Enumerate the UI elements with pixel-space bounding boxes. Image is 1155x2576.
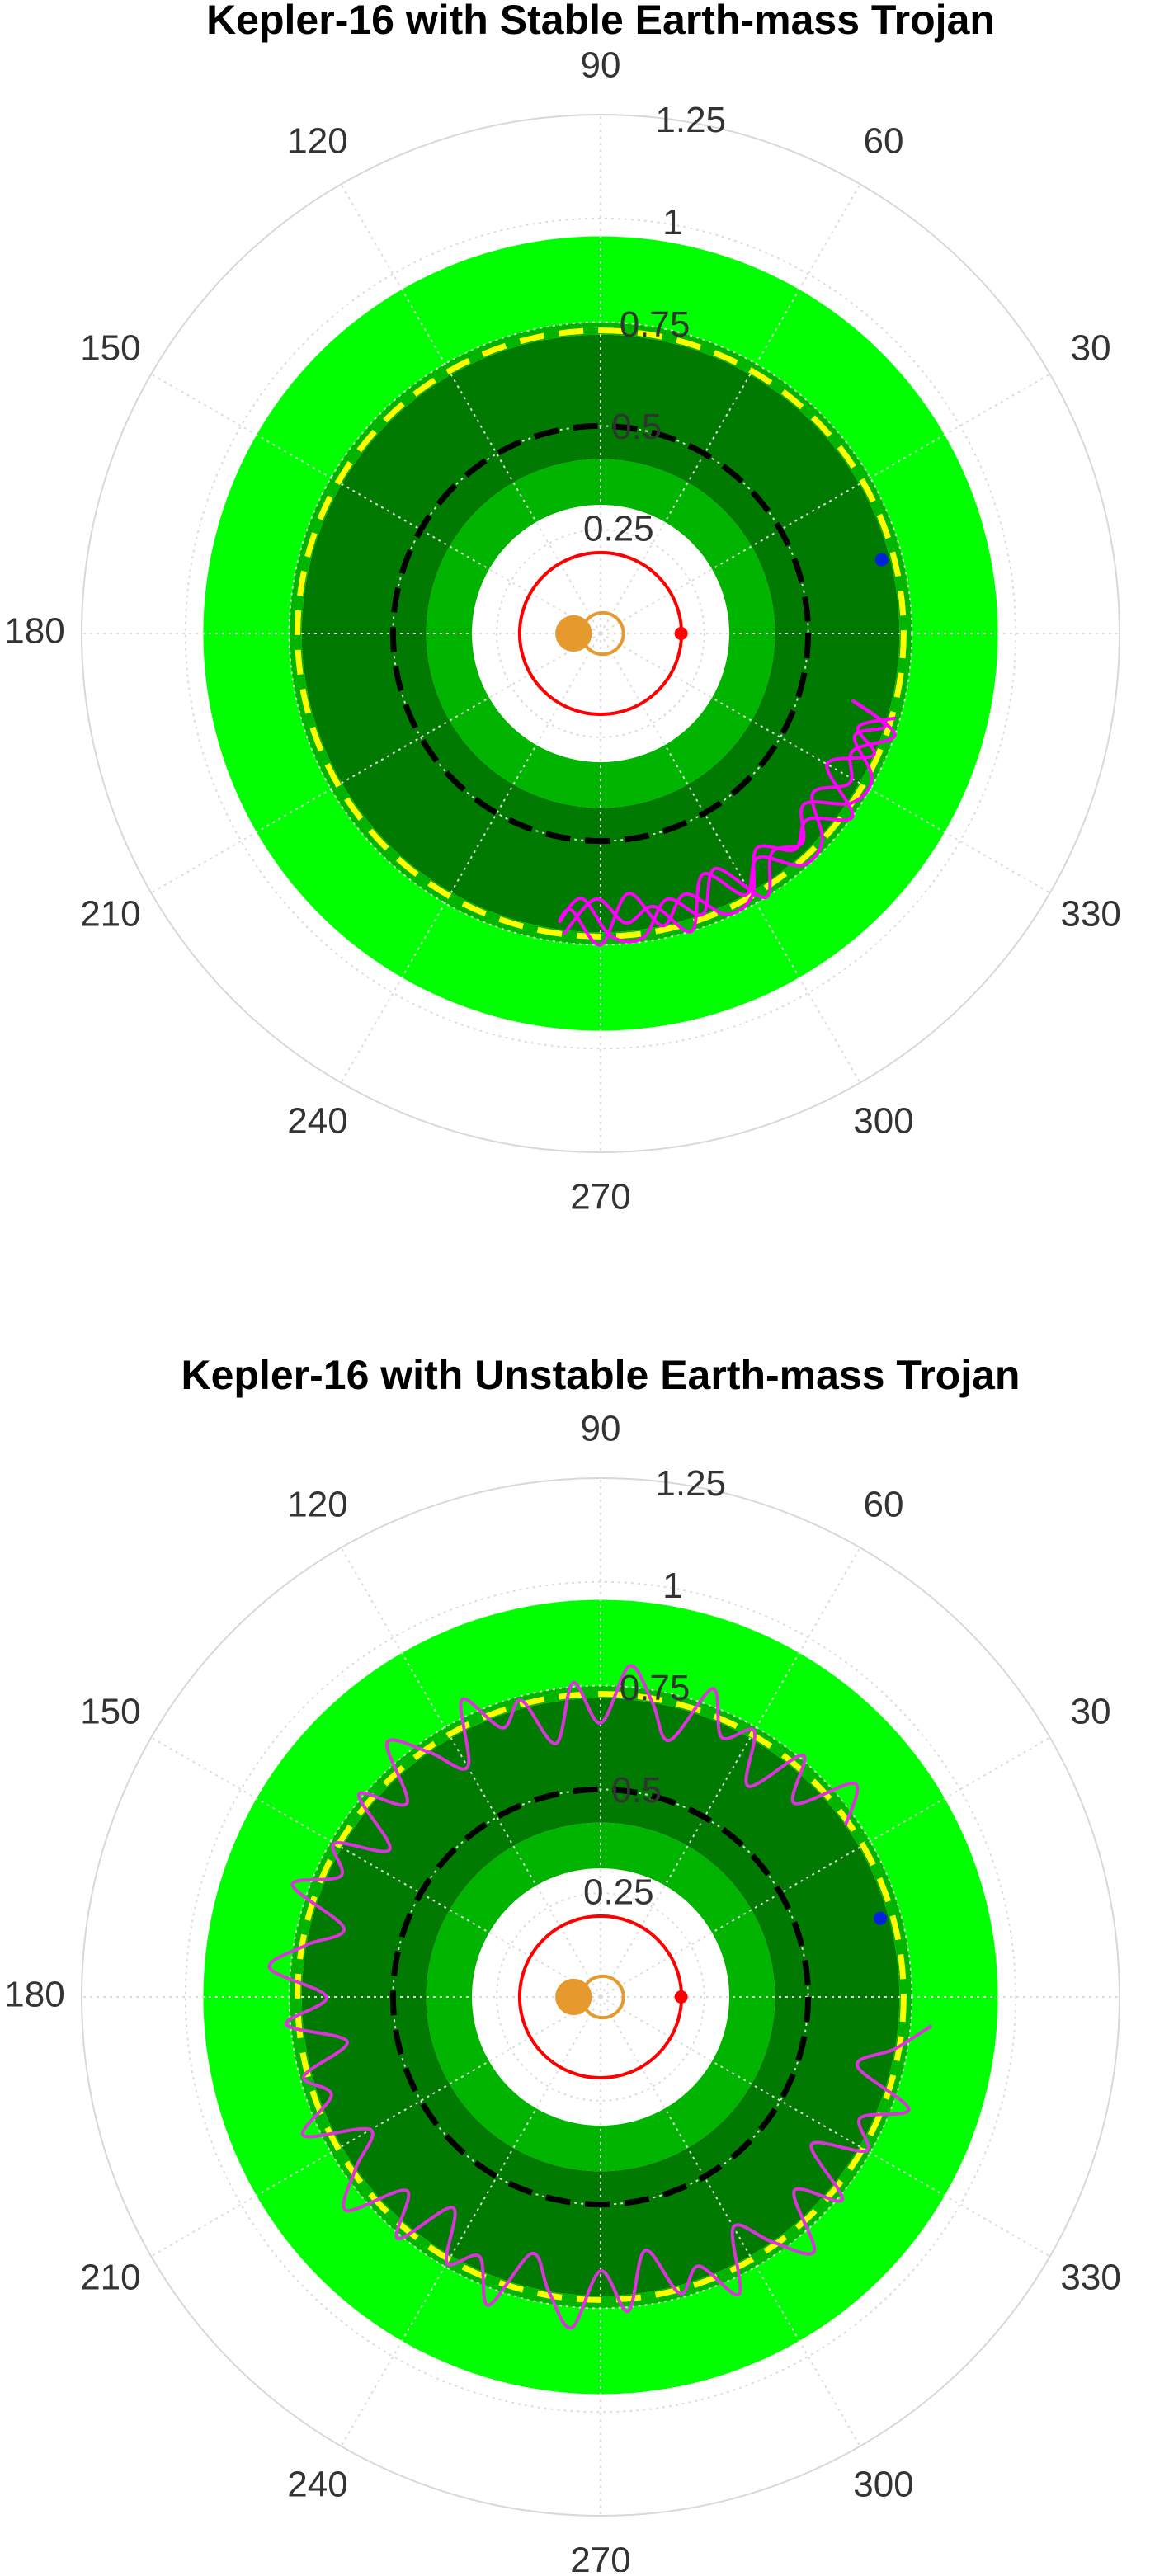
grid-ring: [496, 1892, 705, 2102]
theta-tick-label: 270: [570, 2541, 630, 2572]
theta-tick-label: 120: [287, 121, 347, 162]
theta-tick-label: 90: [581, 45, 621, 86]
theta-tick-label: 210: [80, 2258, 140, 2298]
r-tick-label: 1: [662, 1566, 682, 1606]
orbit-ring: [389, 1786, 812, 2208]
grid-spoke: [600, 633, 1051, 894]
theta-tick-label: 60: [864, 1485, 904, 1525]
grid-spoke: [600, 183, 861, 634]
habitable-zone: [301, 1698, 900, 2296]
theta-tick-label: 30: [1071, 1692, 1111, 1732]
theta-tick-label: 150: [80, 1692, 140, 1732]
theta-tick-label: 330: [1060, 894, 1120, 935]
star: [580, 610, 625, 657]
grid-spoke: [600, 373, 1051, 634]
grid-ring: [496, 529, 705, 738]
grid-spoke: [150, 1736, 601, 1998]
grid-ring: [184, 217, 1017, 1050]
grid-ring: [81, 114, 1120, 1153]
r-tick-label: 1.25: [655, 100, 726, 140]
theta-tick-label: 150: [80, 328, 140, 369]
planet: [674, 627, 688, 640]
r-tick-label: 0.75: [620, 1668, 691, 1708]
chart-title: Kepler-16 with Stable Earth-mass Trojan: [206, 0, 995, 43]
polar-plot: Kepler-16 with Unstable Earth-mass Troja…: [4, 1352, 1121, 2576]
grid-ring: [184, 1580, 1017, 2414]
theta-tick-label: 180: [4, 611, 64, 652]
grid-spoke: [600, 1996, 1051, 2258]
grid-spoke: [600, 1736, 1051, 1998]
grid-spoke: [150, 373, 601, 634]
trojan-trajectory: [558, 699, 897, 947]
grid-spoke: [150, 1996, 601, 2258]
r-tick-label: 0.75: [620, 304, 691, 345]
star: [580, 1974, 625, 2020]
theta-tick-label: 240: [287, 2465, 347, 2505]
planet: [874, 553, 889, 567]
grid-spoke: [340, 183, 601, 634]
planet: [874, 1911, 888, 1925]
theta-tick-label: 90: [581, 1409, 621, 1449]
grid-spoke: [340, 1547, 601, 1998]
grid-spoke: [600, 1996, 861, 2447]
theta-tick-label: 30: [1071, 328, 1111, 369]
r-tick-label: 0.25: [583, 509, 654, 549]
r-tick-label: 0.5: [611, 407, 662, 447]
theta-tick-label: 300: [853, 2465, 913, 2505]
grid-spoke: [340, 633, 601, 1084]
r-tick-label: 1: [662, 202, 682, 243]
r-tick-label: 0.25: [583, 1872, 654, 1913]
grid-spoke: [600, 1547, 861, 1998]
polar-plot: Kepler-16 with Stable Earth-mass Trojan 0…: [4, 0, 1121, 1217]
theta-tick-label: 180: [4, 1975, 64, 2015]
theta-tick-label: 210: [80, 894, 140, 935]
theta-tick-label: 240: [287, 1101, 347, 1142]
theta-tick-label: 270: [570, 1177, 630, 1217]
r-tick-label: 0.5: [611, 1770, 662, 1811]
habitable-zone: [301, 334, 900, 933]
r-tick-label: 1.25: [655, 1463, 726, 1504]
grid-spoke: [600, 633, 861, 1084]
trojan-trajectory: [267, 1664, 933, 2330]
planet: [674, 1990, 688, 2004]
theta-tick-label: 330: [1060, 2258, 1120, 2298]
orbit-ring: [295, 327, 907, 940]
theta-tick-label: 120: [287, 1485, 347, 1525]
theta-tick-label: 300: [853, 1101, 913, 1142]
orbit-ring: [295, 1691, 907, 2303]
grid-spoke: [150, 633, 601, 894]
orbit-ring: [389, 422, 812, 845]
theta-tick-label: 60: [864, 121, 904, 162]
grid-ring: [81, 1477, 1120, 2517]
chart-title: Kepler-16 with Unstable Earth-mass Troja…: [182, 1352, 1021, 1398]
grid-spoke: [340, 1996, 601, 2447]
